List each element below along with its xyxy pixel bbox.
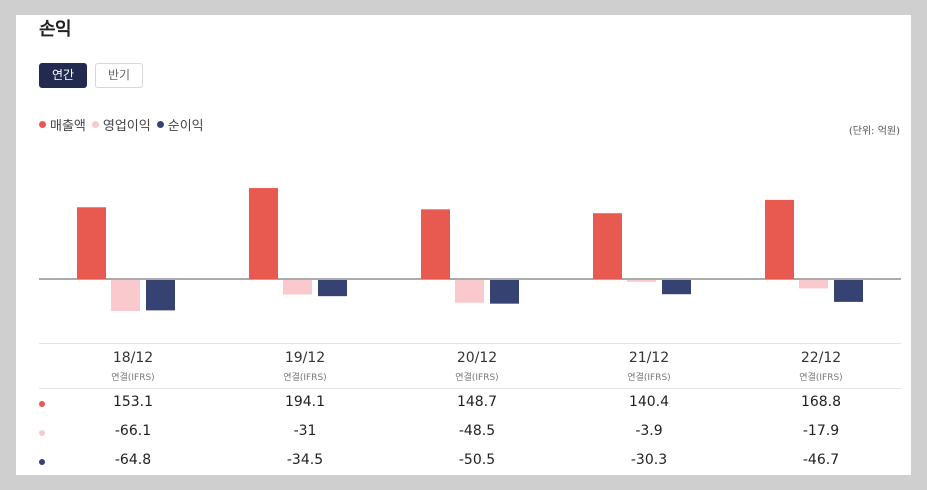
table-cell: -46.7: [802, 452, 840, 468]
bar-revenue-21-12[interactable]: [593, 213, 622, 279]
bar-operating-18-12[interactable]: [111, 280, 140, 311]
period-label: 18/12: [112, 350, 154, 366]
period-label: 19/12: [284, 350, 326, 366]
tab-half-year[interactable]: 반기: [95, 63, 143, 88]
bar-operating-20-12[interactable]: [455, 280, 484, 303]
period-label: 22/12: [800, 350, 842, 366]
section-title: 손익: [39, 19, 72, 40]
period-sublabel: 연결(IFRS): [799, 373, 843, 383]
bar-revenue-22-12[interactable]: [765, 199, 794, 279]
tab-annual[interactable]: 연간: [39, 63, 87, 88]
table-cell: -3.9: [635, 423, 663, 439]
divider: [39, 343, 901, 344]
bar-operating-21-12[interactable]: [627, 280, 656, 282]
table-cell: -30.3: [630, 452, 668, 468]
legend-revenue: 매출액: [39, 115, 86, 134]
row-dot-revenue: [39, 401, 45, 407]
period-sublabel: 연결(IFRS): [283, 373, 327, 383]
table-cell: 194.1: [284, 394, 326, 410]
bar-revenue-20-12[interactable]: [421, 209, 450, 279]
chart-legend: 매출액 영업이익 순이익: [39, 115, 204, 134]
period-column-header: 18/12 연결(IFRS): [63, 350, 203, 383]
period-column-header: 19/12 연결(IFRS): [235, 350, 375, 383]
period-column-header: 22/12 연결(IFRS): [751, 350, 891, 383]
bar-net-22-12[interactable]: [834, 280, 863, 302]
bar-operating-19-12[interactable]: [283, 280, 312, 295]
table-cell: -34.5: [286, 452, 324, 468]
bar-net-21-12[interactable]: [662, 280, 691, 295]
bar-revenue-19-12[interactable]: [249, 188, 278, 279]
table-cell: 140.4: [628, 394, 670, 410]
divider: [39, 388, 901, 389]
table-cell: -17.9: [802, 423, 840, 439]
legend-dot-operating: [91, 121, 99, 128]
legend-label-operating: 영업이익: [102, 119, 151, 134]
table-cell: -64.8: [114, 452, 152, 468]
table-cell: 148.7: [456, 394, 498, 410]
period-sublabel: 연결(IFRS): [455, 373, 499, 383]
bar-chart: [39, 188, 901, 311]
table-cell: 153.1: [112, 394, 154, 410]
table-cell: -66.1: [114, 423, 152, 439]
period-sublabel: 연결(IFRS): [627, 373, 671, 383]
table-cell: 168.8: [800, 394, 842, 410]
unit-label: (단위: 억원): [848, 126, 900, 137]
bar-operating-22-12[interactable]: [799, 280, 828, 289]
bar-revenue-18-12[interactable]: [77, 207, 106, 279]
legend-label-net: 순이익: [167, 119, 204, 134]
bar-net-19-12[interactable]: [318, 280, 347, 297]
period-label: 21/12: [628, 350, 670, 366]
table-cell: -48.5: [458, 423, 496, 439]
legend-operating: 영업이익: [91, 115, 151, 134]
profit-loss-card: 손익 연간 반기 매출액 영업이익 순이익 (단위: 억원) 18/12 연결(I…: [16, 15, 911, 475]
bar-net-18-12[interactable]: [146, 280, 175, 311]
table-cell: -50.5: [458, 452, 496, 468]
legend-label-revenue: 매출액: [50, 119, 86, 134]
period-column-header: 20/12 연결(IFRS): [407, 350, 547, 383]
legend-dot-net: [156, 121, 164, 128]
bar-net-20-12[interactable]: [490, 280, 519, 304]
legend-net: 순이익: [156, 115, 204, 134]
period-column-header: 21/12 연결(IFRS): [579, 350, 719, 383]
period-sublabel: 연결(IFRS): [111, 373, 155, 383]
row-dot-operating: [39, 430, 45, 436]
table-cell: -31: [293, 423, 317, 439]
legend-dot-revenue: [39, 121, 46, 128]
period-label: 20/12: [456, 350, 498, 366]
row-dot-net: [39, 459, 45, 465]
